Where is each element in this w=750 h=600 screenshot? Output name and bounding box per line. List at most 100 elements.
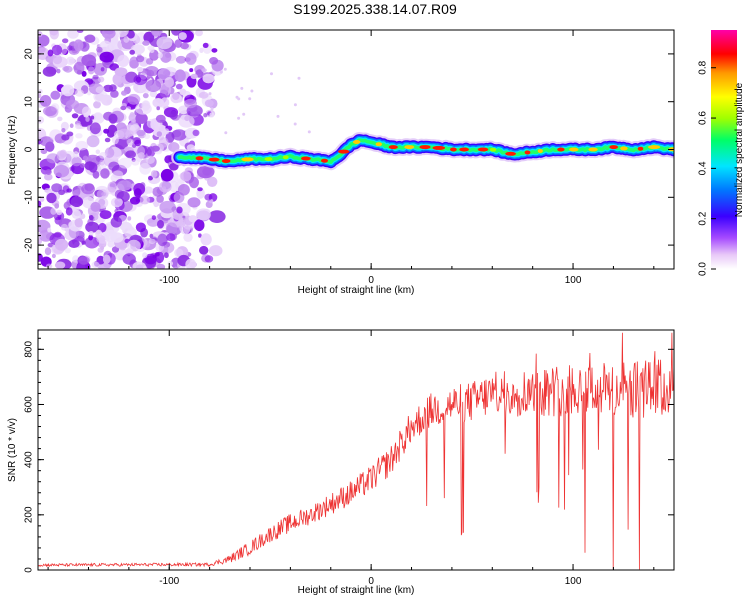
noise-blob xyxy=(194,219,205,232)
noise-blob xyxy=(73,151,79,158)
colorbar: 0.0 0.2 0.4 0.6 0.8 Normalized spectral ampl… xyxy=(698,30,745,276)
snr-ylabel: SNR (10 * v/v) xyxy=(7,418,18,482)
noise-blob xyxy=(178,105,189,115)
snr-frame xyxy=(37,329,675,571)
noise-blob xyxy=(39,229,53,242)
noise-blob xyxy=(172,92,180,100)
noise-blob xyxy=(39,95,52,107)
noise-blob xyxy=(38,116,45,124)
spectral-ridge xyxy=(171,132,674,171)
noise-blob xyxy=(43,106,57,117)
x-tick-label: 100 xyxy=(565,275,582,286)
noise-blob xyxy=(207,176,218,187)
noise-blob xyxy=(160,168,174,182)
noise-blob xyxy=(38,34,50,47)
noise-blob xyxy=(98,222,107,233)
noise-blob xyxy=(110,197,123,208)
noise-blob xyxy=(125,150,136,159)
noise-blob xyxy=(127,216,132,221)
noise-blob xyxy=(99,51,114,63)
noise-blob xyxy=(174,69,186,82)
y-tick-label: 200 xyxy=(24,506,35,523)
noise-blob xyxy=(57,116,63,122)
ridge-hotspot xyxy=(321,158,328,163)
noise-blob xyxy=(199,91,209,99)
noise-blob xyxy=(157,52,163,59)
noise-blob xyxy=(73,61,85,75)
ridge-hotspot xyxy=(388,145,398,150)
noise-blob xyxy=(141,70,147,75)
noise-blob xyxy=(135,222,146,233)
noise-blob xyxy=(85,116,90,122)
noise-blob xyxy=(54,261,66,269)
noise-blob xyxy=(171,129,187,141)
noise-blob xyxy=(192,129,200,136)
noise-blob xyxy=(208,210,226,224)
y-tick-label: 10 xyxy=(24,96,35,108)
noise-blob xyxy=(51,253,56,259)
noise-blob xyxy=(176,206,183,214)
noise-blob xyxy=(202,42,209,49)
noise-blob xyxy=(187,197,201,208)
noise-blob xyxy=(113,30,129,38)
noise-blob xyxy=(81,240,86,245)
noise-blob xyxy=(183,232,193,242)
noise-blob xyxy=(149,48,155,54)
colorbar-tick-label: 0.4 xyxy=(698,161,709,175)
noise-blob xyxy=(118,243,127,251)
noise-blob xyxy=(101,30,116,39)
x-tick-label: 100 xyxy=(565,576,582,587)
noise-blob xyxy=(97,76,105,83)
ridge-hotspot xyxy=(221,159,231,163)
ridge-hotspot xyxy=(477,147,489,152)
noise-blob xyxy=(46,192,57,204)
snr-panel: -100 0 100 0 200 400 600 800 Height of straight… xyxy=(7,329,675,596)
noise-blob xyxy=(96,189,109,200)
ridge-hotspot xyxy=(505,151,516,156)
noise-blob xyxy=(71,156,82,167)
noise-blob xyxy=(171,30,182,36)
noise-blob xyxy=(75,123,82,130)
noise-blob xyxy=(84,236,100,249)
noise-blob xyxy=(142,92,149,99)
ridge-hotspot xyxy=(648,145,661,150)
noise-blob xyxy=(199,245,209,255)
y-tick-label: 800 xyxy=(24,341,35,358)
noise-blob xyxy=(196,165,215,179)
noise-blob xyxy=(72,186,81,197)
noise-blob xyxy=(108,161,120,171)
ridge-hotspot xyxy=(404,145,415,150)
noise-blob xyxy=(117,54,130,67)
noise-blob xyxy=(39,136,54,147)
noise-blob xyxy=(166,233,176,242)
ridge-hotspot xyxy=(208,157,220,162)
noise-blob xyxy=(121,90,128,96)
ridge-hotspot xyxy=(264,157,273,162)
noise-blob xyxy=(161,186,167,191)
noise-blob xyxy=(38,92,42,98)
ridge-hotspot xyxy=(338,149,350,154)
noise-blob xyxy=(136,66,144,73)
noise-blob xyxy=(132,261,146,269)
noise-blob xyxy=(140,182,146,189)
noise-blob xyxy=(65,99,80,110)
noise-blob xyxy=(78,234,85,241)
noise-blob xyxy=(107,181,117,193)
noise-blob xyxy=(61,38,69,44)
noise-blob xyxy=(90,115,95,120)
noise-blob xyxy=(104,147,115,158)
noise-blob xyxy=(204,193,213,201)
noise-blob xyxy=(67,30,79,39)
noise-blob xyxy=(151,145,160,152)
noise-blob xyxy=(63,65,73,73)
noise-blob xyxy=(47,227,52,233)
noise-blob xyxy=(56,68,61,74)
noise-blob xyxy=(56,209,62,216)
noise-blob xyxy=(45,169,52,175)
ridge-hotspot xyxy=(419,145,431,150)
noise-blob xyxy=(135,113,148,124)
y-tick-label: 0 xyxy=(24,146,35,152)
noise-blob xyxy=(209,112,215,118)
noise-blob xyxy=(208,92,212,96)
